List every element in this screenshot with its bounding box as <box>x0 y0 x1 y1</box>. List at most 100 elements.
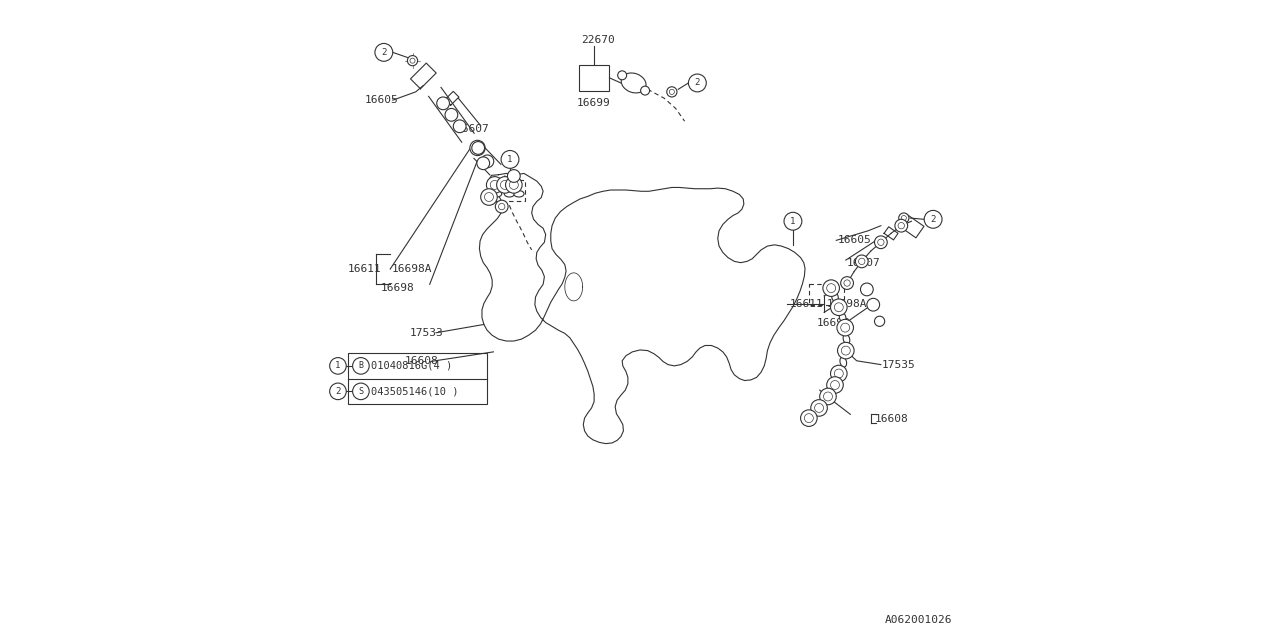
Text: 2: 2 <box>695 79 700 88</box>
Circle shape <box>837 342 854 359</box>
Text: 17535: 17535 <box>882 360 916 370</box>
Circle shape <box>486 177 503 193</box>
Circle shape <box>841 346 850 355</box>
Circle shape <box>874 316 884 326</box>
Ellipse shape <box>492 191 502 197</box>
Text: 16698A: 16698A <box>827 299 868 309</box>
Circle shape <box>669 90 675 95</box>
Circle shape <box>481 155 494 168</box>
Circle shape <box>827 377 844 394</box>
Bar <box>579 65 609 91</box>
Circle shape <box>640 86 649 95</box>
Circle shape <box>895 220 908 232</box>
Text: 17533: 17533 <box>410 328 443 338</box>
Ellipse shape <box>832 292 838 302</box>
Text: 22670: 22670 <box>581 35 616 45</box>
Circle shape <box>500 180 509 189</box>
Text: 16607: 16607 <box>456 124 489 134</box>
Circle shape <box>924 211 942 228</box>
Circle shape <box>899 213 909 223</box>
Text: S: S <box>358 387 364 396</box>
Circle shape <box>481 189 497 205</box>
Text: B: B <box>358 362 364 371</box>
Text: 1: 1 <box>507 155 513 164</box>
Circle shape <box>485 193 493 202</box>
Text: 16698: 16698 <box>817 318 851 328</box>
Circle shape <box>352 383 369 399</box>
Text: 16607: 16607 <box>847 258 881 268</box>
Circle shape <box>874 236 887 248</box>
Text: 16698: 16698 <box>380 283 415 293</box>
Text: 2: 2 <box>381 48 387 57</box>
Text: 2: 2 <box>335 387 340 396</box>
Circle shape <box>509 180 518 189</box>
Ellipse shape <box>513 191 524 197</box>
Text: 16608: 16608 <box>404 356 438 367</box>
Circle shape <box>827 284 836 292</box>
Circle shape <box>831 299 847 316</box>
Circle shape <box>490 180 499 189</box>
Text: 043505146(10 ): 043505146(10 ) <box>371 387 458 396</box>
Circle shape <box>855 255 868 268</box>
Circle shape <box>800 410 817 426</box>
Text: 01040816G(4 ): 01040816G(4 ) <box>371 361 452 371</box>
Circle shape <box>330 358 347 374</box>
Circle shape <box>835 303 844 312</box>
Circle shape <box>498 204 504 210</box>
Circle shape <box>837 319 854 336</box>
Circle shape <box>330 383 347 399</box>
Circle shape <box>859 258 865 264</box>
Circle shape <box>831 381 840 390</box>
Text: 16605: 16605 <box>365 95 398 105</box>
Circle shape <box>804 413 813 422</box>
Circle shape <box>497 177 513 193</box>
Circle shape <box>352 358 369 374</box>
Text: 16699: 16699 <box>576 99 611 108</box>
Bar <box>348 353 488 404</box>
Text: 16608: 16608 <box>874 414 909 424</box>
Circle shape <box>823 280 840 296</box>
Circle shape <box>689 74 707 92</box>
Circle shape <box>507 170 520 182</box>
Text: 2: 2 <box>931 215 936 224</box>
Circle shape <box>453 120 466 132</box>
Circle shape <box>495 200 508 213</box>
Circle shape <box>835 369 844 378</box>
Circle shape <box>477 157 490 170</box>
Circle shape <box>878 239 884 246</box>
Circle shape <box>506 177 522 193</box>
Circle shape <box>841 276 854 289</box>
Circle shape <box>899 223 905 229</box>
Ellipse shape <box>840 312 846 323</box>
Text: 1: 1 <box>790 217 796 226</box>
Ellipse shape <box>840 357 846 367</box>
Text: 16698A: 16698A <box>392 264 431 274</box>
Circle shape <box>785 212 801 230</box>
Circle shape <box>831 365 847 382</box>
Circle shape <box>819 388 836 404</box>
Circle shape <box>667 87 677 97</box>
Circle shape <box>618 71 627 80</box>
Circle shape <box>867 298 879 311</box>
Circle shape <box>814 403 823 412</box>
Text: 16605: 16605 <box>837 236 872 245</box>
Circle shape <box>810 399 827 416</box>
Circle shape <box>375 44 393 61</box>
Circle shape <box>844 280 850 286</box>
Text: 16611: 16611 <box>348 264 381 274</box>
Circle shape <box>445 108 458 121</box>
Circle shape <box>470 140 485 156</box>
Circle shape <box>841 323 850 332</box>
Circle shape <box>407 56 417 66</box>
Ellipse shape <box>844 334 850 344</box>
Circle shape <box>901 216 906 221</box>
Text: A062001026: A062001026 <box>884 614 952 625</box>
Ellipse shape <box>621 73 646 93</box>
Circle shape <box>472 141 485 154</box>
Circle shape <box>436 97 449 109</box>
Text: 16611: 16611 <box>790 299 823 309</box>
Ellipse shape <box>504 191 515 197</box>
Circle shape <box>823 392 832 401</box>
Circle shape <box>500 150 518 168</box>
Circle shape <box>474 144 481 152</box>
